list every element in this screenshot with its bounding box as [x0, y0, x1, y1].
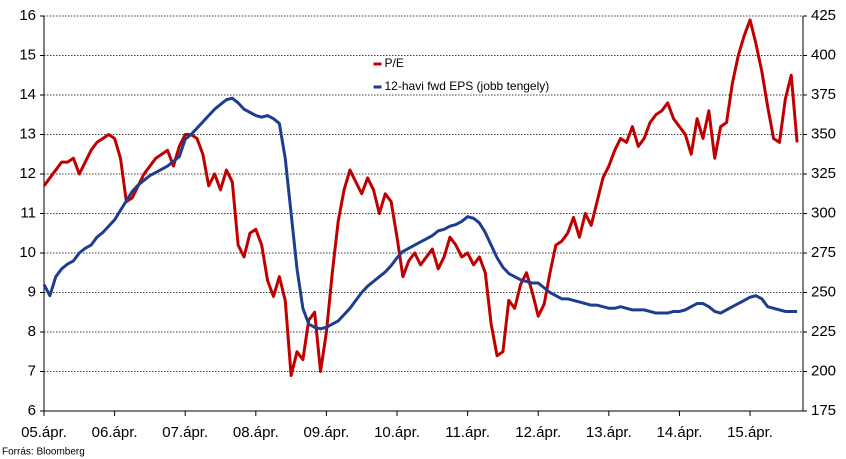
y-tick-label: 7 — [28, 362, 36, 379]
x-tick-label: 15.ápr. — [727, 424, 773, 441]
x-tick-label: 13.ápr. — [586, 424, 632, 441]
y-tick-label: 12 — [19, 165, 36, 182]
y2-tick-label: 275 — [811, 244, 836, 261]
x-tick-label: 12.ápr. — [515, 424, 561, 441]
y2-tick-label: 175 — [811, 402, 836, 419]
legend-label: 12-havi fwd EPS (jobb tengely) — [385, 79, 550, 93]
x-tick-label: 05.ápr. — [21, 424, 67, 441]
y2-tick-label: 425 — [811, 7, 836, 24]
y2-tick-label: 200 — [811, 362, 836, 379]
y-tick-label: 14 — [19, 86, 36, 103]
series-line — [42, 96, 798, 331]
x-tick-label: 06.ápr. — [92, 424, 138, 441]
y-tick-label: 6 — [28, 402, 36, 419]
y2-tick-label: 300 — [811, 204, 836, 221]
y2-tick-label: 350 — [811, 125, 836, 142]
x-tick-label: 07.ápr. — [162, 424, 208, 441]
y-tick-label: 11 — [20, 204, 36, 221]
source-note: Forrás: Bloomberg — [2, 447, 85, 458]
y-tick-label: 10 — [19, 244, 36, 261]
y2-tick-label: 400 — [811, 46, 836, 63]
series-line — [42, 18, 799, 377]
x-tick-label: 11.ápr. — [445, 424, 490, 441]
x-tick-label: 08.ápr. — [233, 424, 279, 441]
y2-tick-label: 325 — [811, 165, 836, 182]
y-tick-label: 16 — [19, 7, 36, 24]
x-tick-label: 10.ápr. — [374, 424, 420, 441]
y-tick-label: 15 — [19, 46, 36, 63]
y-tick-label: 9 — [28, 283, 36, 300]
y2-tick-label: 250 — [811, 283, 836, 300]
y-tick-label: 13 — [19, 125, 36, 142]
x-tick-label: 09.ápr. — [303, 424, 349, 441]
y2-tick-label: 225 — [811, 323, 836, 340]
legend-label: P/E — [385, 56, 404, 70]
y2-tick-label: 375 — [811, 86, 836, 103]
x-tick-label: 14.ápr. — [657, 424, 703, 441]
y-tick-label: 8 — [28, 323, 36, 340]
